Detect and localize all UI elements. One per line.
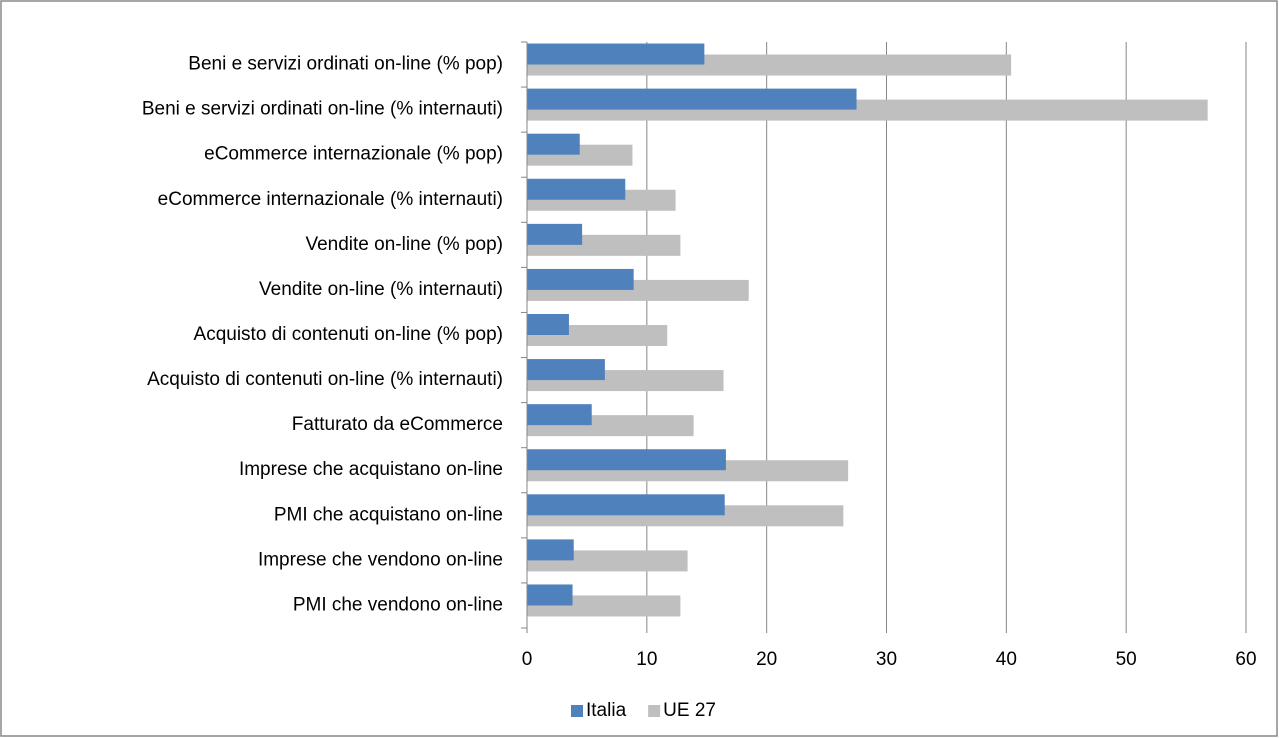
bar [527,88,857,110]
y-tick-label: Fatturato da eCommerce [292,414,503,435]
y-tick-label: Vendite on-line (% internauti) [259,279,503,300]
x-tick-label: 30 [876,649,897,670]
bar [527,359,605,381]
y-tick-label: PMI che vendono on-line [293,594,503,615]
legend-swatch [571,705,583,717]
y-tick-label: Acquisto di contenuti on-line (% pop) [194,324,503,345]
bar [527,223,583,245]
y-tick-label: Beni e servizi ordinati on-line (% inter… [142,99,503,120]
bar [527,404,592,426]
bar [527,584,573,606]
bar [527,449,726,471]
bar [527,133,580,155]
y-tick-label: Imprese che acquistano on-line [239,459,503,480]
x-tick-label: 60 [1235,649,1256,670]
bar [527,494,725,516]
bar [527,43,705,65]
bar [527,314,569,335]
x-tick-label: 10 [636,649,657,670]
x-tick-label: 20 [756,649,777,670]
y-tick-label: PMI che acquistano on-line [274,504,503,525]
y-tick-label: eCommerce internazionale (% pop) [204,144,503,165]
legend-swatch [648,705,661,717]
y-tick-label: Imprese che vendono on-line [258,549,503,570]
y-tick-label: eCommerce internazionale (% internauti) [158,189,503,210]
y-tick-label: Vendite on-line (% pop) [305,234,503,255]
x-tick-label: 40 [996,649,1017,670]
bar [527,539,574,561]
y-tick-label: Beni e servizi ordinati on-line (% pop) [188,54,503,75]
x-tick-label: 0 [522,649,533,670]
legend-label: Italia [586,700,627,721]
bar [527,178,626,200]
legend-label: UE 27 [663,700,716,721]
bar [527,268,634,290]
x-tick-label: 50 [1116,649,1137,670]
y-tick-label: Acquisto di contenuti on-line (% interna… [147,369,503,390]
